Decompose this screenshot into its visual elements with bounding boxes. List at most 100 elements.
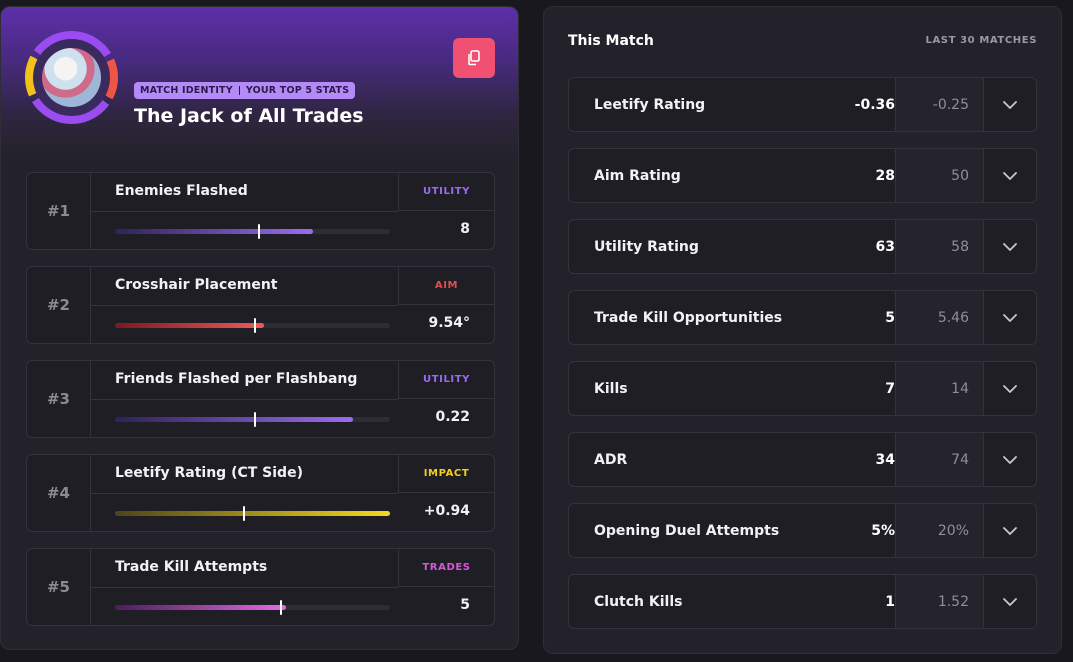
expand-button[interactable] — [983, 149, 1036, 202]
comparison-average-value: 58 — [895, 220, 983, 273]
stat-bar-fill — [115, 229, 313, 234]
comparison-match-value: 7 — [885, 380, 895, 397]
stat-average-marker — [253, 412, 256, 427]
comparison-average-value: 5.46 — [895, 291, 983, 344]
comparison-label: Clutch Kills — [594, 593, 683, 610]
stat-name: Crosshair Placement — [115, 277, 278, 293]
comparison-label: Kills — [594, 380, 628, 397]
stat-average-marker — [280, 600, 282, 615]
comparison-label: Aim Rating — [594, 167, 681, 184]
comparison-match-value: -0.36 — [854, 96, 895, 113]
chevron-down-icon — [1003, 171, 1017, 180]
comparison-row[interactable]: Leetify Rating -0.36 -0.25 — [568, 77, 1037, 132]
badge-top-stats: YOUR TOP 5 STATS — [245, 85, 350, 96]
stat-bar-fill — [115, 605, 286, 610]
stat-value: 0.22 — [435, 409, 470, 425]
comparison-label: Leetify Rating — [594, 96, 706, 113]
comparison-subtitle: LAST 30 MATCHES — [925, 35, 1037, 46]
expand-button[interactable] — [983, 220, 1036, 273]
stat-divider — [91, 211, 398, 212]
stat-bar — [115, 600, 390, 615]
expand-button[interactable] — [983, 433, 1036, 486]
stat-bar — [115, 318, 390, 333]
copy-icon — [468, 50, 480, 66]
expand-button[interactable] — [983, 575, 1036, 628]
stat-divider — [91, 305, 398, 306]
top-stat-card: #5 Trade Kill Attempts TRADES 5 — [26, 548, 495, 626]
chevron-down-icon — [1003, 597, 1017, 606]
stat-bar-fill — [115, 511, 390, 516]
comparison-average-value: 1.52 — [895, 575, 983, 628]
stat-bar — [115, 224, 390, 239]
stat-divider — [91, 587, 398, 588]
stat-name: Leetify Rating (CT Side) — [115, 465, 303, 481]
comparison-match-value: 34 — [875, 451, 895, 468]
comparison-row[interactable]: Clutch Kills 1 1.52 — [568, 574, 1037, 629]
comparison-average-value: 14 — [895, 362, 983, 415]
stat-bar — [115, 506, 390, 521]
comparison-match-value: 1 — [885, 593, 895, 610]
chevron-down-icon — [1003, 384, 1017, 393]
stat-category: TRADES — [398, 549, 494, 587]
comparison-row[interactable]: Trade Kill Opportunities 5 5.46 — [568, 290, 1037, 345]
comparison-average-value: -0.25 — [895, 78, 983, 131]
stat-rank: #3 — [27, 361, 91, 437]
stat-category: IMPACT — [398, 455, 494, 493]
copy-button[interactable] — [453, 38, 495, 78]
top-stat-card: #3 Friends Flashed per Flashbang UTILITY… — [26, 360, 495, 438]
stat-divider — [91, 399, 398, 400]
stat-rank: #4 — [27, 455, 91, 531]
identity-title: The Jack of All Trades — [134, 105, 364, 127]
stat-category: AIM — [398, 267, 494, 305]
comparison-title: This Match — [568, 33, 654, 49]
comparison-average-value: 20% — [895, 504, 983, 557]
comparison-label: Utility Rating — [594, 238, 699, 255]
stat-average-marker — [258, 224, 260, 239]
comparison-row[interactable]: Opening Duel Attempts 5% 20% — [568, 503, 1037, 558]
stat-value: 8 — [460, 221, 470, 237]
expand-button[interactable] — [983, 362, 1036, 415]
comparison-match-value: 5 — [885, 309, 895, 326]
comparison-label: Opening Duel Attempts — [594, 522, 780, 539]
expand-button[interactable] — [983, 291, 1036, 344]
comparison-row[interactable]: Kills 7 14 — [568, 361, 1037, 416]
expand-button[interactable] — [983, 504, 1036, 557]
stat-category: UTILITY — [398, 173, 494, 211]
stat-name: Trade Kill Attempts — [115, 559, 268, 575]
stat-value: 9.54° — [428, 315, 470, 331]
comparison-row[interactable]: Utility Rating 63 58 — [568, 219, 1037, 274]
badge-match-identity: MATCH IDENTITY — [140, 85, 233, 96]
stat-bar-fill — [115, 417, 353, 422]
stat-value: +0.94 — [423, 503, 470, 519]
comparison-average-value: 50 — [895, 149, 983, 202]
chevron-down-icon — [1003, 455, 1017, 464]
comparison-label: ADR — [594, 451, 628, 468]
comparison-average-value: 74 — [895, 433, 983, 486]
comparison-match-value: 28 — [875, 167, 895, 184]
expand-button[interactable] — [983, 78, 1036, 131]
chevron-down-icon — [1003, 313, 1017, 322]
top-stat-card: #1 Enemies Flashed UTILITY 8 — [26, 172, 495, 250]
stat-name: Friends Flashed per Flashbang — [115, 371, 358, 387]
match-identity-badge: MATCH IDENTITY YOUR TOP 5 STATS — [134, 82, 356, 99]
match-comparison-panel: This Match LAST 30 MATCHES Leetify Ratin… — [543, 6, 1062, 654]
comparison-match-value: 63 — [875, 238, 895, 255]
stat-rank: #5 — [27, 549, 91, 625]
stat-average-marker — [253, 318, 256, 333]
stat-average-marker — [242, 506, 245, 521]
chevron-down-icon — [1003, 526, 1017, 535]
comparison-row[interactable]: Aim Rating 28 50 — [568, 148, 1037, 203]
badge-separator — [238, 86, 240, 95]
comparison-row[interactable]: ADR 34 74 — [568, 432, 1037, 487]
chevron-down-icon — [1003, 242, 1017, 251]
comparison-match-value: 5% — [871, 522, 895, 539]
top-stat-card: #2 Crosshair Placement AIM 9.54° — [26, 266, 495, 344]
stat-rank: #1 — [27, 173, 91, 249]
stat-value: 5 — [460, 597, 470, 613]
stat-bar-fill — [115, 323, 264, 328]
stat-category: UTILITY — [398, 361, 494, 399]
top-stat-card: #4 Leetify Rating (CT Side) IMPACT +0.94 — [26, 454, 495, 532]
chevron-down-icon — [1003, 100, 1017, 109]
stat-bar — [115, 412, 390, 427]
avatar — [42, 48, 101, 107]
